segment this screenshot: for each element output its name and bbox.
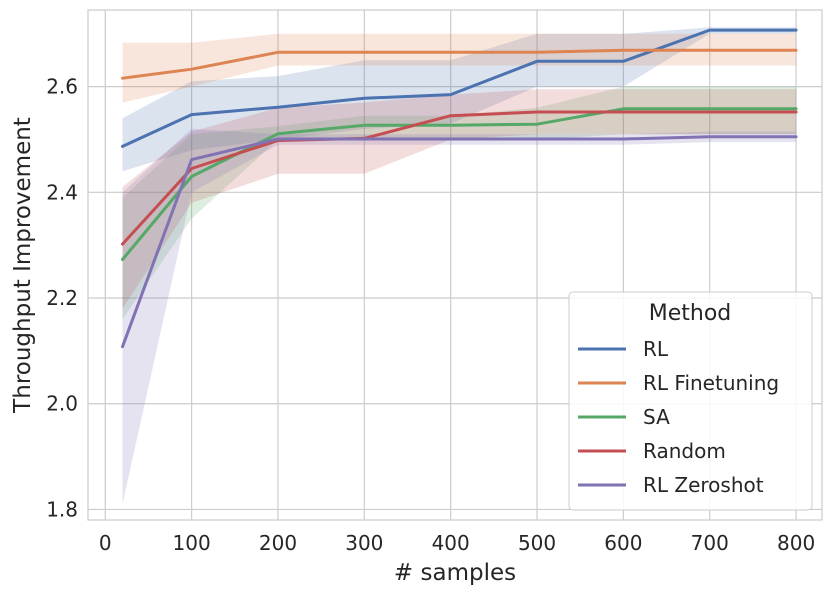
y-tick-label: 2.0 [46,392,78,416]
y-tick-label: 2.2 [46,286,78,310]
x-tick-label: 200 [259,531,297,555]
line-rl-finetuning [121,48,798,80]
y-tick-label: 2.4 [46,180,78,204]
tick-labels: 0 100 200 300 400 500 600 700 800 1.8 2.0 2.2 2.4 2.6 [46,75,815,555]
band-rl [122,27,797,172]
legend-label-sa: SA [643,405,670,429]
line-rl [121,28,798,148]
legend-label-rl-finetuning: RL Finetuning [643,371,779,395]
legend-box [568,291,813,511]
line-random [121,110,798,246]
x-tick-label: 700 [691,531,729,555]
y-tick-label: 2.6 [46,75,78,99]
line-rl-zeroshot [121,135,798,349]
x-tick-label: 600 [604,531,642,555]
x-tick-label: 800 [777,531,815,555]
band-random [122,89,797,309]
y-tick-label: 1.8 [46,497,78,521]
legend-label-random: Random [643,439,726,463]
x-tick-label: 0 [99,531,112,555]
x-tick-label: 500 [518,531,556,555]
line-sa [121,107,798,261]
x-tick-label: 300 [345,531,383,555]
x-axis-label: # samples [394,560,516,586]
y-axis-label: Throughput Improvement [10,117,36,414]
legend-label-rl-zeroshot: RL Zeroshot [643,473,764,497]
series-lines [121,28,798,349]
legend-title: Method [649,301,732,326]
legend: Method RL RL Finetuning SA Random RL Zerosho… [568,291,813,511]
x-tick-label: 100 [173,531,211,555]
legend-label-rl: RL [643,337,669,361]
x-tick-label: 400 [432,531,470,555]
legend-items: RL RL Finetuning SA Random RL Zeroshot [578,337,779,497]
